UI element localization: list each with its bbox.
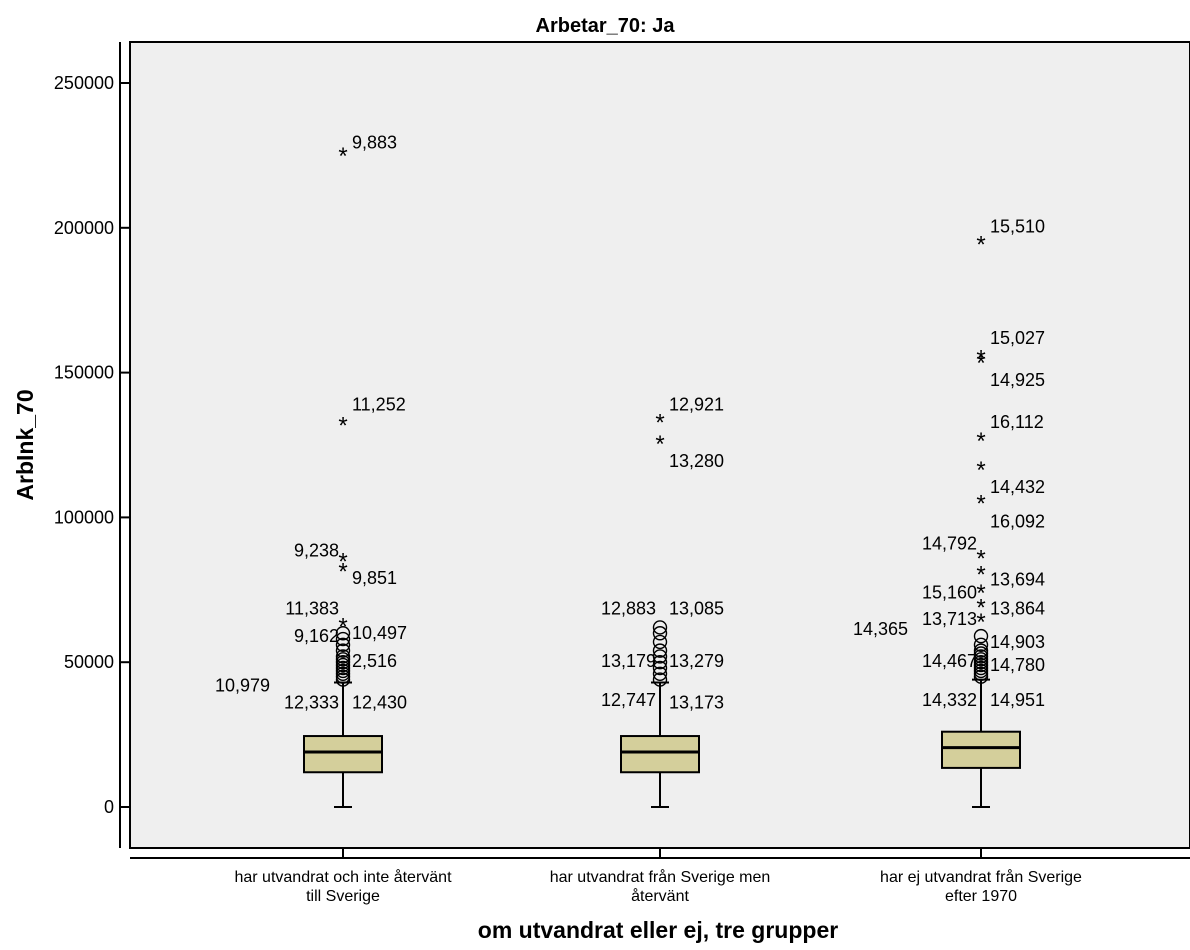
x-tick-label: återvänt bbox=[631, 887, 689, 905]
case-label: 13,864 bbox=[990, 599, 1045, 619]
outlier-point bbox=[335, 643, 351, 658]
case-label: 13,713 bbox=[922, 609, 977, 629]
extreme-point: * bbox=[976, 580, 985, 607]
x-tick-label: har utvandrat och inte återvänt bbox=[234, 868, 452, 886]
case-label: 13,085 bbox=[669, 599, 724, 619]
outlier-point bbox=[652, 626, 668, 641]
case-label: 12,747 bbox=[601, 690, 656, 710]
extreme-point: * bbox=[338, 614, 347, 641]
case-label: 13,179 bbox=[601, 651, 656, 671]
case-label: 9,162 bbox=[294, 626, 339, 646]
case-label: 12,883 bbox=[601, 599, 656, 619]
case-label: 14,332 bbox=[922, 690, 977, 710]
x-axis-title: om utvandrat eller ej, tre grupper bbox=[478, 917, 838, 943]
outlier-point bbox=[973, 628, 989, 644]
y-tick-label: 250000 bbox=[54, 73, 114, 93]
y-axis: 0 50000 100000 150000 200000 250000 bbox=[54, 42, 130, 848]
box-group: **12,921 13,280 12,883 13,085 13,179 13,279 12… bbox=[601, 394, 724, 808]
outlier-point bbox=[652, 620, 668, 635]
outlier-point bbox=[652, 655, 668, 670]
case-label: 13,279 bbox=[669, 651, 724, 671]
case-label: 9,883 bbox=[352, 132, 397, 152]
extreme-point: * bbox=[338, 548, 347, 575]
outlier-point bbox=[652, 643, 668, 658]
case-label: 16,092 bbox=[990, 512, 1045, 532]
extreme-point: * bbox=[338, 559, 347, 586]
case-label: 14,792 bbox=[922, 533, 977, 553]
case-label: 16,112 bbox=[990, 412, 1044, 432]
case-label: 9,238 bbox=[294, 541, 339, 561]
box-group: ***********15,51015,02714,92516,11214,43… bbox=[853, 216, 1045, 808]
outlier-point bbox=[652, 660, 668, 676]
case-label: 14,925 bbox=[990, 370, 1045, 390]
x-tick-label: har utvandrat från Sverige men bbox=[550, 868, 771, 886]
x-tick-label: till Sverige bbox=[306, 888, 380, 905]
y-tick-label: 50000 bbox=[64, 652, 114, 672]
outlier-point bbox=[335, 626, 351, 641]
extreme-point: * bbox=[338, 143, 347, 170]
case-label: 15,160 bbox=[922, 583, 977, 603]
outlier-point bbox=[335, 631, 351, 647]
case-label: 15,510 bbox=[990, 216, 1045, 236]
extreme-point: * bbox=[976, 350, 985, 377]
box-groups: *****9,88311,2529,2389,85111,38310,4979,… bbox=[215, 132, 1045, 808]
case-label: 12,921 bbox=[669, 394, 724, 414]
extreme-point: * bbox=[976, 490, 985, 517]
extreme-point: * bbox=[655, 431, 664, 458]
extreme-point: * bbox=[338, 412, 347, 439]
outlier-point bbox=[973, 637, 989, 653]
y-tick-label: 150000 bbox=[54, 363, 114, 383]
extreme-point: * bbox=[655, 409, 664, 436]
extreme-point: * bbox=[976, 609, 985, 636]
extreme-point: * bbox=[976, 545, 985, 572]
case-label: 13,694 bbox=[990, 570, 1045, 590]
case-label: 10,979 bbox=[215, 675, 270, 695]
case-label: 14,467 bbox=[922, 651, 977, 671]
case-label: 15,027 bbox=[990, 328, 1045, 348]
case-label: 14,903 bbox=[990, 632, 1045, 652]
case-label: 14,780 bbox=[990, 655, 1045, 675]
case-label: 14,951 bbox=[990, 690, 1045, 710]
y-tick-label: 200000 bbox=[54, 218, 114, 238]
case-label: 13,173 bbox=[669, 693, 724, 713]
extreme-point: * bbox=[976, 595, 985, 622]
case-label: 10,497 bbox=[352, 623, 407, 643]
case-label: 11,252 bbox=[352, 394, 406, 414]
extreme-point: * bbox=[976, 561, 985, 588]
x-tick-label: har ej utvandrat från Sverige bbox=[880, 868, 1082, 886]
outlier-point bbox=[652, 672, 668, 687]
outlier-point bbox=[652, 634, 668, 650]
case-label: 2,516 bbox=[352, 651, 397, 671]
extreme-point: * bbox=[976, 457, 985, 484]
outlier-point bbox=[973, 643, 989, 658]
case-label: 12,430 bbox=[352, 693, 407, 713]
y-tick-label: 100000 bbox=[54, 507, 114, 527]
extreme-point: * bbox=[976, 428, 985, 455]
x-tick-label: efter 1970 bbox=[945, 888, 1017, 905]
outlier-point bbox=[335, 649, 351, 664]
extreme-point: * bbox=[976, 231, 985, 258]
outlier-point bbox=[652, 649, 668, 664]
y-tick-label: 0 bbox=[104, 797, 114, 817]
box bbox=[941, 730, 1021, 769]
case-label: 9,851 bbox=[352, 568, 397, 588]
outlier-point bbox=[335, 637, 351, 653]
case-label: 14,432 bbox=[990, 477, 1045, 497]
case-label: 14,365 bbox=[853, 619, 908, 639]
outlier-point bbox=[652, 666, 668, 681]
box bbox=[620, 735, 700, 774]
y-axis-title: ArbInk_70 bbox=[12, 389, 38, 500]
box-group: *****9,88311,2529,2389,85111,38310,4979,… bbox=[215, 132, 407, 808]
x-axis: har utvandrat och inte återvänt till Sver… bbox=[130, 848, 1190, 905]
case-label: 13,280 bbox=[669, 451, 724, 471]
case-label: 11,383 bbox=[285, 599, 339, 619]
case-label: 12,333 bbox=[284, 693, 339, 713]
extreme-point: * bbox=[976, 346, 985, 373]
box bbox=[303, 735, 383, 774]
chart-title: Arbetar_70: Ja bbox=[536, 15, 676, 37]
